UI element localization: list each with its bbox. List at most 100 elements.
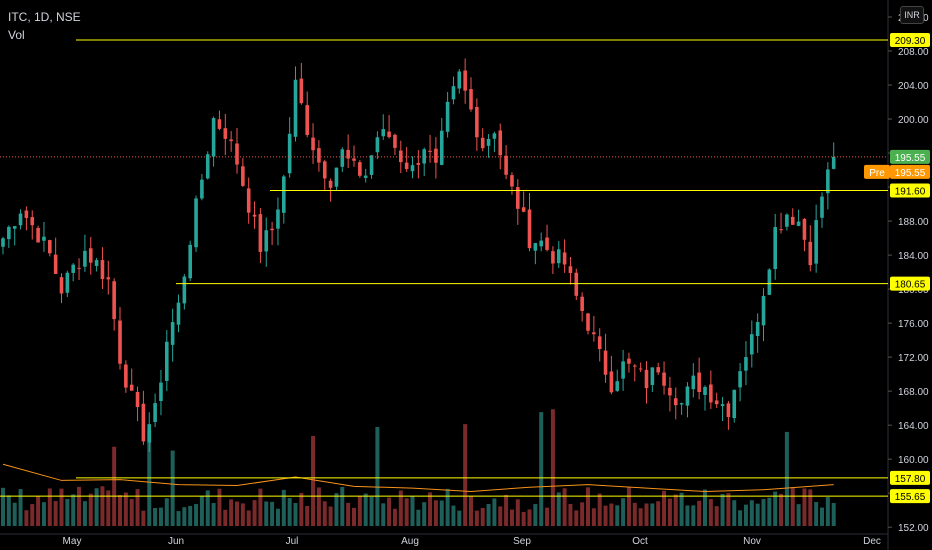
volume-bar: [445, 488, 450, 526]
candle-body: [334, 167, 339, 187]
candle-body: [118, 320, 122, 364]
x-tick-label: Nov: [743, 536, 761, 547]
candle-body: [779, 229, 783, 231]
currency-button[interactable]: INR: [900, 6, 924, 24]
candle-body: [750, 334, 754, 355]
volume-bar: [457, 510, 462, 526]
candle-body: [439, 130, 444, 165]
candle-body: [714, 400, 719, 405]
candle-body: [580, 296, 584, 311]
price-axis-bg[interactable]: [888, 0, 932, 550]
candle-body: [352, 158, 356, 161]
volume-bar: [732, 500, 737, 526]
candle-body: [30, 217, 35, 226]
candle-body: [276, 209, 280, 229]
x-tick-label: May: [63, 536, 82, 547]
volume-bar: [726, 493, 731, 526]
candle-body: [124, 364, 128, 388]
candle-body: [299, 78, 304, 104]
candle-body: [644, 369, 649, 389]
candle-body: [521, 207, 526, 212]
y-tick-label: 188.00: [898, 217, 929, 228]
candle-body: [691, 375, 696, 390]
volume-bar: [375, 427, 380, 526]
last-price-label: 195.55: [895, 153, 926, 164]
candle-body: [615, 381, 620, 391]
volume-bar: [814, 502, 819, 526]
volume-bar: [673, 494, 678, 526]
volume-bar: [609, 503, 614, 526]
candle-body: [1, 238, 5, 247]
volume-bar: [463, 424, 468, 526]
volume-bar: [428, 492, 433, 526]
volume-bar: [644, 503, 649, 526]
candle-body: [603, 350, 608, 375]
candle-body: [726, 403, 731, 418]
volume-bar: [580, 502, 585, 526]
candle-body: [311, 137, 315, 151]
level-badge: [890, 489, 930, 504]
candle-body: [755, 322, 760, 337]
volume-bar: [235, 501, 239, 526]
candle-body: [668, 387, 672, 396]
candle-body: [808, 241, 813, 266]
last-price-badge: [890, 149, 930, 164]
volume-bar: [176, 511, 181, 526]
volume-bar: [615, 505, 620, 526]
candle-body: [399, 150, 403, 163]
volume-bar: [352, 507, 356, 526]
candle-body: [785, 214, 789, 227]
volume-bar: [182, 507, 187, 526]
y-tick-label: 172.00: [898, 353, 929, 364]
candle-body: [194, 198, 198, 248]
candle-body: [65, 272, 70, 293]
x-tick-label: Jun: [168, 536, 184, 547]
candle-body: [796, 221, 801, 226]
volume-bar: [305, 506, 310, 526]
candle-body: [305, 105, 309, 135]
volume-bar: [779, 493, 784, 526]
candle-body: [504, 155, 508, 175]
candle-body: [369, 155, 374, 175]
x-tick-label: Aug: [401, 536, 419, 547]
candle-body: [814, 220, 818, 264]
volume-bar: [451, 505, 456, 526]
y-tick-label: 164.00: [898, 421, 929, 432]
candle-body: [375, 137, 380, 153]
volume-bar: [112, 446, 117, 526]
level-badge-label: 155.65: [895, 492, 926, 503]
volume-indicator-label[interactable]: Vol: [8, 28, 25, 42]
volume-bar: [188, 505, 193, 526]
volume-bar: [299, 492, 304, 526]
volume-bar: [568, 503, 573, 526]
candle-body: [18, 213, 23, 226]
volume-bar: [433, 500, 438, 526]
volume-bar: [30, 504, 35, 526]
volume-bar: [720, 493, 725, 526]
candle-body: [393, 134, 397, 148]
x-tick-label: Dec: [863, 536, 881, 547]
candle-body: [170, 322, 175, 345]
volume-bar: [340, 486, 345, 526]
candle-body: [527, 209, 532, 249]
volume-bar: [229, 499, 234, 526]
candle-body: [679, 403, 684, 405]
volume-bar: [796, 504, 801, 526]
volume-bar: [679, 492, 684, 526]
volume-bar: [258, 488, 263, 526]
volume-bar: [469, 496, 473, 526]
candle-body: [592, 332, 596, 335]
y-tick-label: 176.00: [898, 319, 929, 330]
volume-bar: [129, 498, 134, 526]
volume-bar: [141, 510, 146, 526]
volume-bar: [346, 502, 351, 526]
volume-bar: [322, 501, 327, 526]
candle-body: [416, 163, 421, 165]
volume-bar: [416, 509, 421, 526]
candle-body: [229, 139, 233, 142]
volume-bar: [691, 505, 696, 526]
volume-bar: [632, 502, 637, 526]
candle-body: [129, 384, 134, 391]
